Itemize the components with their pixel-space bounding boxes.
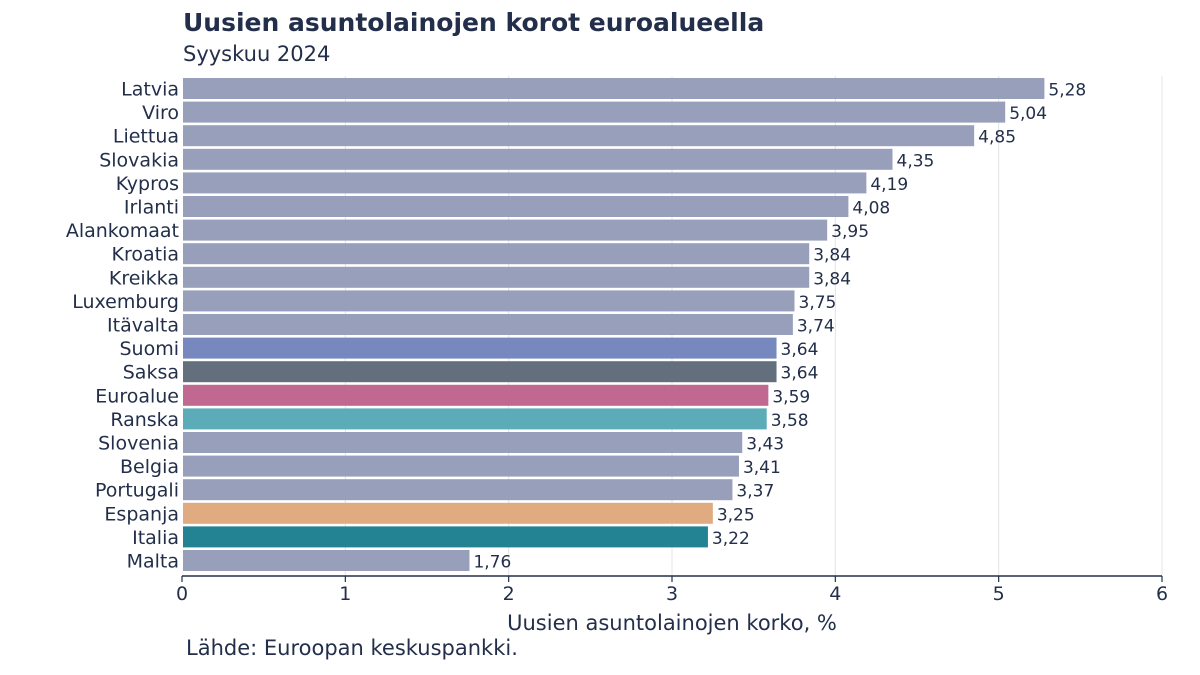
value-label: 3,74 bbox=[797, 317, 835, 337]
value-label: 5,04 bbox=[1009, 104, 1047, 124]
x-tick-label: 1 bbox=[339, 583, 351, 605]
bar-belgia bbox=[183, 455, 739, 477]
value-label: 3,59 bbox=[772, 387, 810, 407]
bar-alankomaat bbox=[183, 219, 828, 241]
x-axis-ticks: 0 1 2 3 4 5 6 bbox=[176, 576, 1168, 605]
category-label: Itävalta bbox=[107, 315, 179, 337]
bar-espanja bbox=[183, 502, 713, 524]
x-tick-label: 4 bbox=[829, 583, 841, 605]
category-label: Euroalue bbox=[95, 385, 179, 407]
category-label: Kreikka bbox=[109, 267, 179, 289]
value-label: 3,84 bbox=[813, 269, 851, 289]
value-label: 3,41 bbox=[743, 458, 781, 478]
value-label: 3,64 bbox=[781, 364, 819, 384]
bar-suomi bbox=[183, 337, 777, 359]
category-label: Kroatia bbox=[112, 244, 180, 266]
x-tick-label: 2 bbox=[503, 583, 515, 605]
category-label: Kypros bbox=[116, 173, 179, 195]
category-label: Latvia bbox=[121, 79, 179, 101]
bar-saksa bbox=[183, 361, 777, 383]
bar-luxemburg bbox=[183, 290, 795, 312]
bar-itavalta bbox=[183, 314, 793, 335]
value-label: 3,37 bbox=[736, 482, 774, 502]
value-label: 3,75 bbox=[799, 293, 837, 313]
bar-irlanti bbox=[183, 196, 849, 217]
x-tick-label: 6 bbox=[1156, 583, 1168, 605]
bar-viro bbox=[183, 101, 1006, 123]
value-label: 4,35 bbox=[897, 151, 935, 171]
category-label: Saksa bbox=[123, 362, 179, 384]
value-labels: 5,285,04 4,85 4,35 4,19 4,08 3,95 3,84 3,84 3,75… bbox=[473, 81, 1086, 573]
category-label: Alankomaat bbox=[66, 220, 179, 242]
bar-slovakia bbox=[183, 148, 893, 170]
bar-italia bbox=[183, 526, 708, 548]
category-label: Italia bbox=[132, 527, 179, 549]
value-label: 5,28 bbox=[1048, 81, 1086, 101]
bar-kreikka bbox=[183, 266, 810, 288]
value-label: 3,22 bbox=[712, 529, 750, 549]
bar-latvia bbox=[183, 78, 1045, 99]
value-label: 4,19 bbox=[870, 175, 908, 195]
bars bbox=[183, 78, 1045, 571]
category-label: Portugali bbox=[95, 480, 179, 502]
category-label: Malta bbox=[127, 551, 179, 573]
category-label: Luxemburg bbox=[72, 291, 179, 313]
bar-slovenia bbox=[183, 432, 743, 453]
bar-liettua bbox=[183, 125, 975, 147]
category-labels: LatviaViroLiettuaSlovakiaKyprosIrlantiAl… bbox=[66, 79, 179, 573]
value-label: 3,25 bbox=[717, 505, 755, 525]
category-label: Slovakia bbox=[99, 149, 179, 171]
value-label: 3,58 bbox=[771, 411, 809, 431]
category-label: Slovenia bbox=[98, 433, 179, 455]
value-label: 4,85 bbox=[978, 128, 1016, 148]
value-label: 1,76 bbox=[473, 553, 511, 573]
value-label: 3,64 bbox=[781, 340, 819, 360]
category-label: Belgia bbox=[120, 456, 179, 478]
bar-malta bbox=[183, 550, 470, 571]
category-label: Ranska bbox=[110, 409, 179, 431]
bar-ranska bbox=[183, 408, 767, 430]
value-label: 3,84 bbox=[813, 246, 851, 266]
x-tick-label: 5 bbox=[993, 583, 1005, 605]
category-label: Espanja bbox=[104, 503, 179, 525]
value-label: 3,43 bbox=[746, 435, 784, 455]
bar-kroatia bbox=[183, 243, 810, 265]
bar-portugali bbox=[183, 479, 733, 501]
value-label: 3,95 bbox=[831, 222, 869, 242]
chart-title: Uusien asuntolainojen korot euroalueella bbox=[183, 8, 765, 37]
category-label: Irlanti bbox=[124, 197, 179, 219]
category-label: Suomi bbox=[119, 338, 179, 360]
bar-euroalue bbox=[183, 384, 769, 406]
bar-kypros bbox=[183, 172, 867, 194]
chart-subtitle: Syyskuu 2024 bbox=[183, 42, 331, 66]
x-tick-label: 3 bbox=[666, 583, 678, 605]
x-tick-label: 0 bbox=[176, 583, 188, 605]
source-note: Lähde: Euroopan keskuspankki. bbox=[186, 636, 518, 660]
category-label: Viro bbox=[142, 102, 179, 124]
category-label: Liettua bbox=[113, 126, 179, 148]
value-label: 4,08 bbox=[852, 199, 890, 219]
x-axis-title: Uusien asuntolainojen korko, % bbox=[507, 611, 837, 635]
